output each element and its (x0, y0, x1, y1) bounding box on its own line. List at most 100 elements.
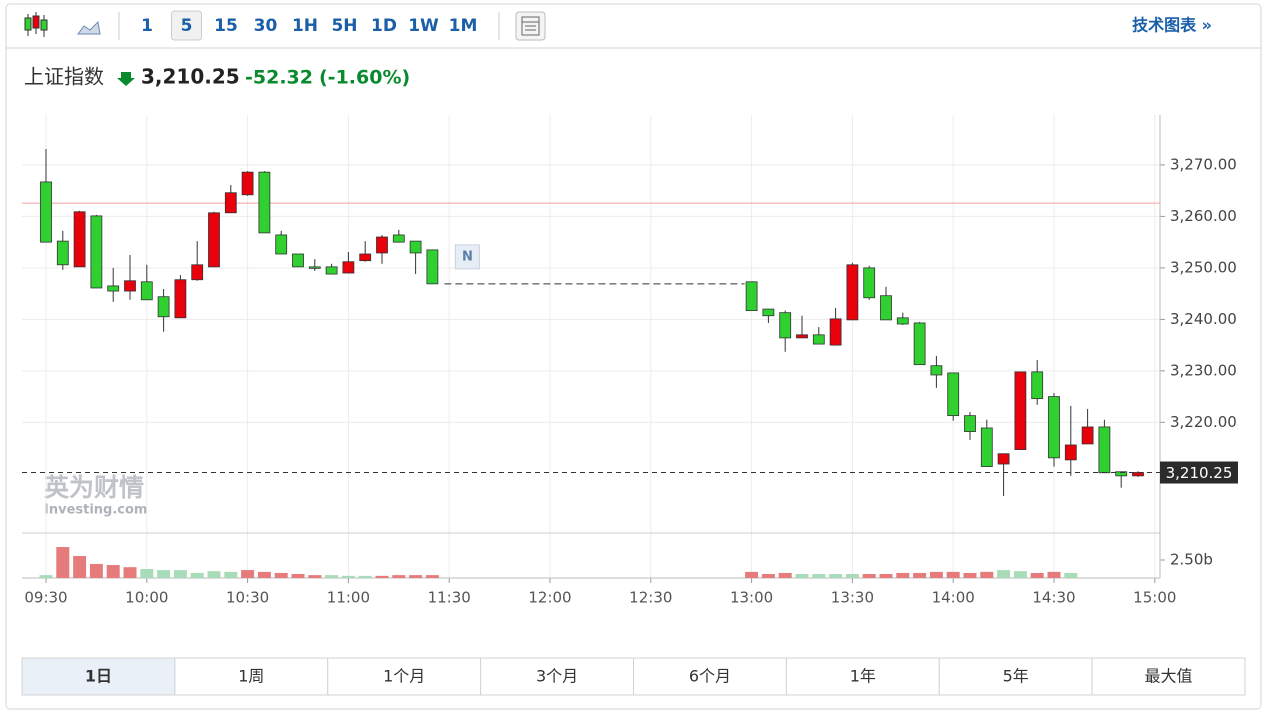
area-icon[interactable] (77, 20, 101, 35)
interval-button[interactable]: 30 (254, 16, 278, 36)
volume-bar (241, 570, 255, 578)
candle-body (1014, 371, 1027, 451)
volume-bar (56, 547, 70, 578)
candle-body (325, 266, 338, 275)
volume-bar (997, 570, 1011, 578)
range-tab[interactable] (785, 657, 940, 696)
range-tab-label: 1周 (238, 667, 264, 686)
volume-bar (812, 574, 826, 578)
candle-body (1064, 444, 1077, 461)
x-tick-label: 14:30 (1032, 589, 1075, 607)
x-tick-label: 14:00 (932, 589, 975, 607)
volume-bar (879, 574, 893, 578)
x-tick-label: 12:00 (528, 589, 571, 607)
candle-body (376, 236, 388, 254)
volume-bar (224, 571, 238, 578)
candle-body (40, 181, 52, 243)
interval-button[interactable]: 1W (408, 16, 439, 36)
y-tick-label: 3,250.00 (1170, 258, 1237, 276)
interval-button[interactable]: 1D (371, 16, 397, 36)
candle-body (964, 415, 976, 432)
volume-bar (375, 575, 389, 578)
candle-body (829, 318, 842, 346)
indicator-icon[interactable] (515, 11, 546, 41)
last-price: 3,210.25 (141, 65, 240, 89)
y-tick-label: 3,220.00 (1170, 413, 1237, 431)
last-price-label: 3,210.25 (1166, 464, 1233, 482)
volume-bar (795, 574, 809, 578)
candle-body (275, 234, 288, 255)
price-change-pct: (-1.60%) (319, 67, 410, 89)
candle-body (124, 280, 136, 292)
interval-button[interactable]: 5H (331, 16, 357, 36)
volume-bar (89, 563, 103, 578)
volume-bar (157, 570, 171, 578)
volume-bar (341, 575, 355, 578)
volume-bar (425, 575, 439, 578)
active-interval (171, 10, 202, 41)
volume-bar (845, 574, 859, 578)
candle-body (1132, 472, 1144, 477)
range-tab-label: 1年 (850, 667, 876, 686)
range-tab[interactable] (1091, 657, 1246, 696)
candle-body (863, 267, 876, 299)
watermark-brand: 英为财情 (44, 473, 144, 502)
candle-body (947, 372, 960, 417)
range-tab[interactable] (480, 657, 634, 696)
candle-body (308, 266, 321, 269)
interval-button[interactable]: 1M (449, 16, 478, 36)
interval-button[interactable]: 1H (292, 16, 318, 36)
candle-body (208, 212, 220, 268)
volume-bar (173, 570, 187, 578)
news-marker[interactable] (454, 244, 480, 270)
range-tab-label: 5年 (1003, 667, 1029, 686)
volume-bar (257, 571, 271, 578)
candle-body (1115, 471, 1128, 477)
x-tick-label: 09:30 (24, 589, 67, 607)
candle-body (1081, 426, 1094, 445)
range-tab[interactable] (327, 657, 482, 696)
technical-chart-link[interactable]: 技术图表 » (1132, 16, 1212, 35)
candle-body (779, 312, 792, 339)
candle-body (342, 261, 355, 274)
x-tick-label: 13:00 (730, 589, 773, 607)
range-tab[interactable] (174, 657, 329, 696)
candle-body (896, 317, 909, 325)
candle-body (1031, 371, 1044, 400)
volume-bar (190, 572, 204, 578)
interval-button[interactable]: 5 (181, 16, 193, 36)
x-tick-label: 11:30 (428, 589, 471, 607)
range-tab-label: 1日 (85, 667, 112, 686)
x-tick-label: 10:00 (125, 589, 168, 607)
candle-body (846, 264, 859, 321)
volume-bar (274, 572, 288, 578)
candle-body (56, 240, 69, 266)
candle-body (980, 427, 993, 467)
x-tick-label: 12:30 (629, 589, 672, 607)
interval-button[interactable]: 1 (141, 16, 153, 36)
interval-button[interactable]: 15 (214, 16, 238, 36)
volume-bar (39, 575, 53, 578)
volume-bar (980, 571, 994, 578)
candle-body (1048, 396, 1060, 459)
volume-bar (358, 575, 372, 578)
candle-body (174, 279, 187, 319)
candle-body (258, 171, 271, 234)
volume-bar (829, 574, 843, 578)
volume-bar (896, 572, 910, 578)
candle-body (930, 365, 943, 376)
volume-bar (207, 571, 221, 578)
y-tick-label: 3,240.00 (1170, 310, 1237, 328)
range-tab-label: 6个月 (689, 667, 731, 686)
candle-body (107, 285, 120, 292)
candle-icon[interactable] (24, 12, 48, 37)
volume-bar (325, 575, 339, 578)
volume-bar (1013, 571, 1027, 578)
volume-bar (140, 569, 154, 578)
volume-bar (409, 575, 423, 578)
volume-bar (778, 572, 792, 578)
volume-bar (946, 571, 960, 578)
range-tab-label: 最大值 (1145, 667, 1193, 686)
